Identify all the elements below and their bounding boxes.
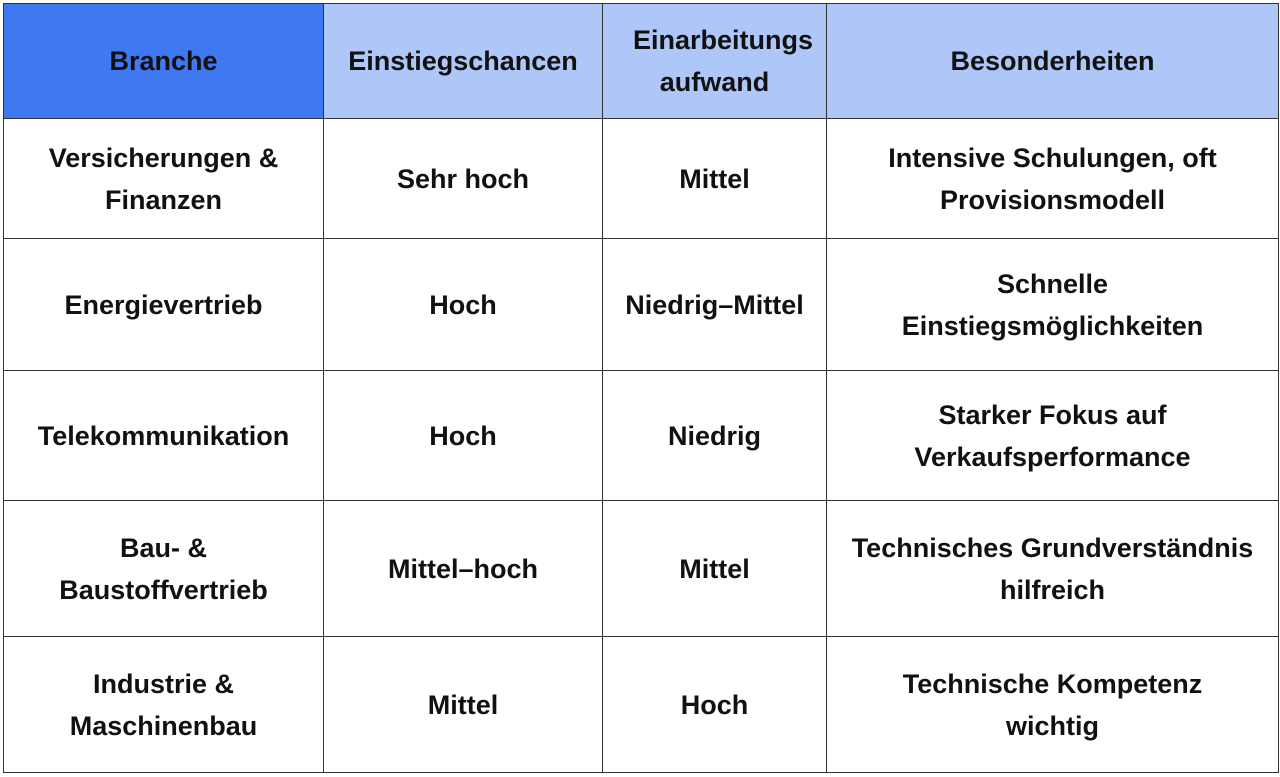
- cell-branche: Versicherungen & Finanzen: [3, 118, 324, 239]
- cell-einarbeitungsaufwand: Mittel: [602, 118, 827, 239]
- cell-einstiegschancen: Mittel–hoch: [323, 500, 603, 637]
- comparison-table: Branche Einstiegschancen Einarbeitungs a…: [3, 3, 1279, 773]
- table-row: Industrie & Maschinenbau Mittel Hoch Techni…: [3, 636, 1279, 773]
- cell-einstiegschancen: Hoch: [323, 370, 603, 501]
- table-row: Telekommunikation Hoch Niedrig Starker Foku…: [3, 370, 1279, 501]
- cell-besonderheiten: Schnelle Einstiegsmöglichkeiten: [826, 238, 1279, 371]
- cell-einstiegschancen: Sehr hoch: [323, 118, 603, 239]
- cell-besonderheiten: Starker Fokus auf Verkaufsperformance: [826, 370, 1279, 501]
- cell-einarbeitungsaufwand: Mittel: [602, 500, 827, 637]
- header-row: Branche Einstiegschancen Einarbeitungs a…: [3, 3, 1279, 119]
- cell-einarbeitungsaufwand: Hoch: [602, 636, 827, 773]
- cell-branche: Bau- & Baustoffvertrieb: [3, 500, 324, 637]
- cell-einarbeitungsaufwand: Niedrig: [602, 370, 827, 501]
- table-row: Bau- & Baustoffvertrieb Mittel–hoch Mittel…: [3, 500, 1279, 637]
- cell-besonderheiten: Technische Kompetenz wichtig: [826, 636, 1279, 773]
- table-row: Versicherungen & Finanzen Sehr hoch Mittel…: [3, 118, 1279, 239]
- cell-besonderheiten: Intensive Schulungen, oft Provisionsmode…: [826, 118, 1279, 239]
- cell-branche: Energievertrieb: [3, 238, 324, 371]
- cell-besonderheiten: Technisches Grundverständnis hilfreich: [826, 500, 1279, 637]
- header-einstiegschancen: Einstiegschancen: [323, 3, 603, 119]
- header-besonderheiten: Besonderheiten: [826, 3, 1279, 119]
- header-branche: Branche: [3, 3, 324, 119]
- cell-branche: Industrie & Maschinenbau: [3, 636, 324, 773]
- cell-einstiegschancen: Hoch: [323, 238, 603, 371]
- cell-einstiegschancen: Mittel: [323, 636, 603, 773]
- header-einarbeitungsaufwand: Einarbeitungs aufwand: [602, 3, 827, 119]
- table-row: Energievertrieb Hoch Niedrig–Mittel Schnell…: [3, 238, 1279, 371]
- cell-branche: Telekommunikation: [3, 370, 324, 501]
- cell-einarbeitungsaufwand: Niedrig–Mittel: [602, 238, 827, 371]
